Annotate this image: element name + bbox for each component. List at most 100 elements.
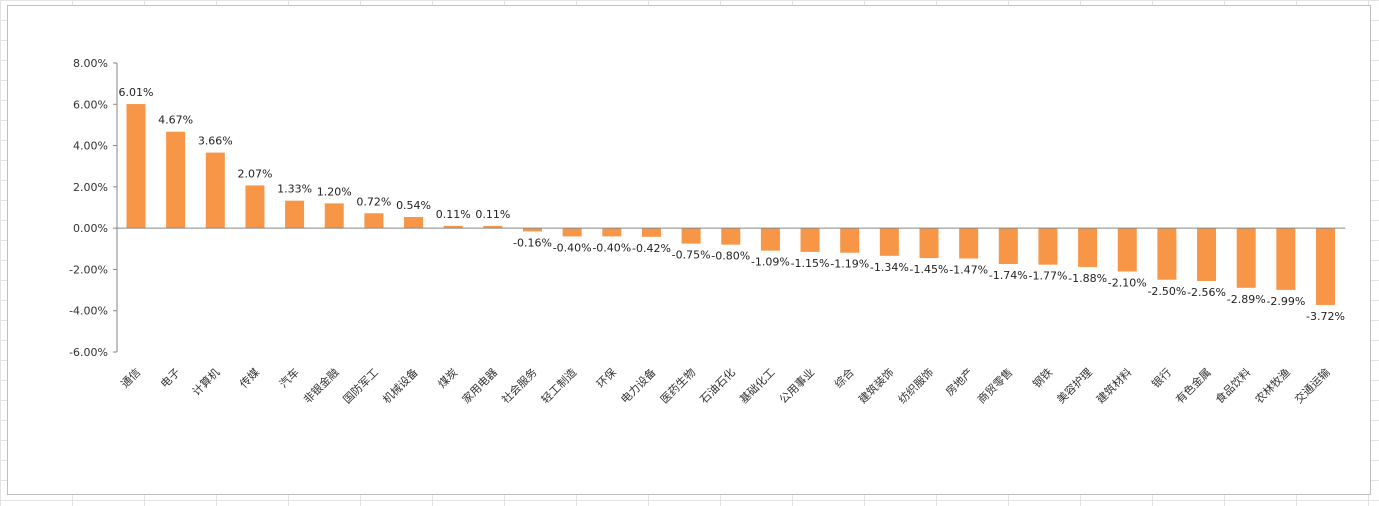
y-tick-label: 6.00% xyxy=(73,98,108,111)
category-label: 房地产 xyxy=(943,365,976,398)
bar[interactable] xyxy=(364,213,384,229)
data-label: 0.11% xyxy=(436,208,471,221)
category-label: 美容护理 xyxy=(1054,365,1095,406)
bar[interactable] xyxy=(126,104,146,229)
data-label: -1.88% xyxy=(1068,272,1107,285)
bar[interactable] xyxy=(721,228,741,245)
category-label: 轻工制造 xyxy=(538,365,579,406)
bar[interactable] xyxy=(1276,228,1296,290)
category-label: 建筑材料 xyxy=(1093,365,1134,406)
bar[interactable] xyxy=(602,228,622,237)
category-label: 计算机 xyxy=(189,365,222,398)
data-label: -0.40% xyxy=(553,241,592,254)
data-label: 1.20% xyxy=(317,185,352,198)
data-label: 3.66% xyxy=(198,135,233,148)
bar[interactable] xyxy=(1038,228,1058,265)
y-tick-label: -6.00% xyxy=(69,346,108,359)
bar[interactable] xyxy=(840,228,860,253)
y-tick-label: 0.00% xyxy=(73,222,108,235)
bar[interactable] xyxy=(205,152,225,229)
category-label: 汽车 xyxy=(276,365,301,390)
bar[interactable] xyxy=(760,228,780,251)
bar[interactable] xyxy=(166,131,186,229)
data-label: -0.16% xyxy=(513,236,552,249)
data-label: -2.56% xyxy=(1187,286,1226,299)
category-label: 国防军工 xyxy=(340,365,381,406)
category-label: 通信 xyxy=(118,366,143,391)
data-label: 2.07% xyxy=(237,167,272,180)
data-label: -0.42% xyxy=(632,242,671,255)
chart-area[interactable]: 8.00% 6.00% 4.00% 2.00% 0.00% -2.00% -4.00% -6.… xyxy=(7,5,1371,495)
category-label: 医药生物 xyxy=(657,365,698,406)
category-label: 银行 xyxy=(1149,365,1174,390)
data-label: -1.34% xyxy=(870,261,909,274)
category-label: 电子 xyxy=(158,366,183,391)
y-tick-label: -2.00% xyxy=(69,263,108,276)
category-label: 基础化工 xyxy=(737,365,778,406)
data-label: 4.67% xyxy=(158,114,193,127)
category-label: 非银金融 xyxy=(300,365,341,406)
category-label: 纺织服饰 xyxy=(895,365,936,406)
category-label: 交通运输 xyxy=(1292,365,1333,406)
bar-chart: 8.00% 6.00% 4.00% 2.00% 0.00% -2.00% -4.00% -6.… xyxy=(69,57,1346,406)
data-label: -2.10% xyxy=(1108,276,1147,289)
category-label: 食品饮料 xyxy=(1212,365,1253,406)
bar[interactable] xyxy=(998,228,1018,265)
data-label: -1.09% xyxy=(751,256,790,269)
data-label: 0.54% xyxy=(396,199,431,212)
data-label: -1.74% xyxy=(989,269,1028,282)
category-label: 建筑装饰 xyxy=(855,365,896,406)
bar[interactable] xyxy=(800,228,820,252)
data-label: -1.77% xyxy=(1028,270,1067,283)
y-tick-label: 2.00% xyxy=(73,181,108,194)
bar[interactable] xyxy=(919,228,939,259)
y-tick-label: -4.00% xyxy=(69,305,108,318)
category-label: 电力设备 xyxy=(618,365,659,406)
category-label: 钢铁 xyxy=(1030,366,1055,391)
bar[interactable] xyxy=(1197,228,1217,281)
data-label: -1.47% xyxy=(949,263,988,276)
data-label: -1.45% xyxy=(910,263,949,276)
category-label: 公用事业 xyxy=(777,366,817,406)
data-label: 0.11% xyxy=(475,208,510,221)
category-label: 传媒 xyxy=(237,366,262,391)
bar[interactable] xyxy=(483,225,503,229)
y-tick-label: 8.00% xyxy=(73,57,108,70)
bar[interactable] xyxy=(523,228,542,232)
category-label: 商贸零售 xyxy=(974,365,1015,406)
category-label: 家用电器 xyxy=(459,365,500,406)
bar[interactable] xyxy=(1117,228,1137,272)
data-label: -0.80% xyxy=(711,250,750,263)
data-label: -2.50% xyxy=(1147,285,1186,298)
bar[interactable] xyxy=(879,228,899,256)
bar[interactable] xyxy=(1078,228,1098,267)
bar[interactable] xyxy=(1157,228,1177,280)
bar[interactable] xyxy=(641,228,661,237)
data-label: 6.01% xyxy=(119,86,154,99)
category-label: 农林牧渔 xyxy=(1252,365,1293,406)
data-label: -0.40% xyxy=(592,241,631,254)
data-label: -0.75% xyxy=(672,249,711,262)
bar[interactable] xyxy=(404,216,424,229)
category-label: 有色金属 xyxy=(1173,365,1214,406)
data-label: -2.89% xyxy=(1227,293,1266,306)
bar[interactable] xyxy=(681,228,701,244)
bar[interactable] xyxy=(562,228,582,237)
data-label: 0.72% xyxy=(356,195,391,208)
data-label: -1.15% xyxy=(791,257,830,270)
bar[interactable] xyxy=(285,200,305,229)
bar[interactable] xyxy=(1316,228,1335,305)
bar[interactable] xyxy=(959,228,979,259)
data-label: 1.33% xyxy=(277,183,312,196)
bar[interactable] xyxy=(245,185,265,229)
category-label: 综合 xyxy=(831,365,856,390)
bar[interactable] xyxy=(1236,228,1256,288)
category-label: 机械设备 xyxy=(380,365,421,406)
y-tick-label: 4.00% xyxy=(73,140,108,153)
bar[interactable] xyxy=(443,225,463,229)
category-label: 煤炭 xyxy=(436,366,461,391)
data-label: -2.99% xyxy=(1266,295,1305,308)
bar[interactable] xyxy=(324,203,344,229)
category-label: 石油石化 xyxy=(697,365,738,406)
